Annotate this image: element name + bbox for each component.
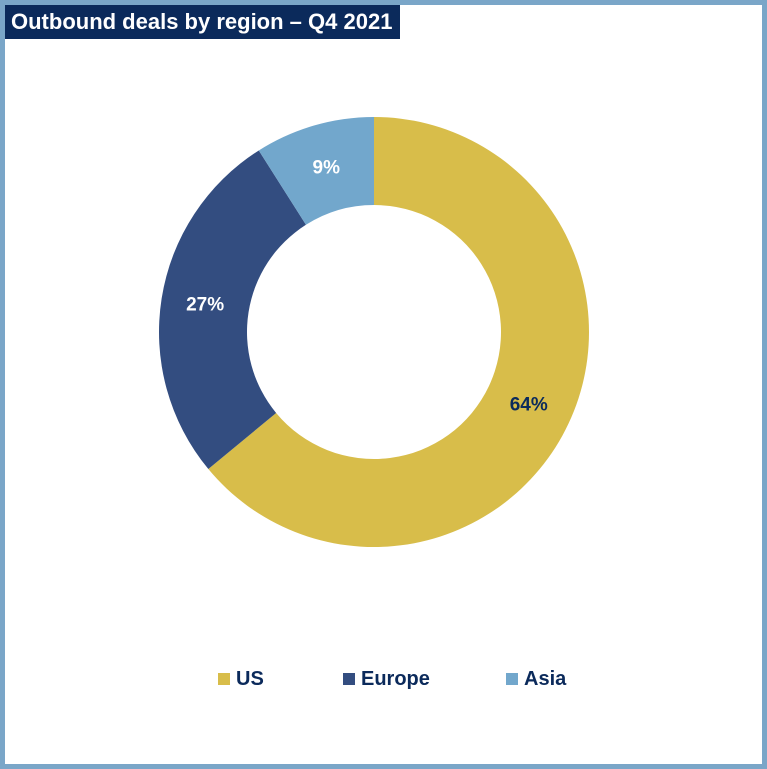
legend-label-us: US <box>236 667 264 690</box>
slices-group <box>159 117 589 547</box>
legend-item-europe: Europe <box>343 664 430 694</box>
legend-swatch-us <box>218 673 230 685</box>
legend: US Europe Asia <box>0 664 767 694</box>
labels-group: 64% 27% 9% <box>186 157 548 415</box>
legend-label-europe: Europe <box>361 667 430 690</box>
data-label-asia: 9% <box>313 157 341 178</box>
legend-item-us: US <box>218 664 264 694</box>
slice-asia <box>258 117 374 225</box>
slice-us <box>208 117 589 547</box>
slice-europe <box>159 150 306 470</box>
chart-title: Outbound deals by region – Q4 2021 <box>5 5 401 39</box>
data-label-us: 64% <box>510 394 548 415</box>
data-label-europe: 27% <box>186 295 224 316</box>
legend-label-asia: Asia <box>524 667 567 690</box>
legend-swatch-asia <box>506 673 518 685</box>
legend-item-asia: Asia <box>506 664 566 694</box>
legend-swatch-europe <box>343 673 355 685</box>
